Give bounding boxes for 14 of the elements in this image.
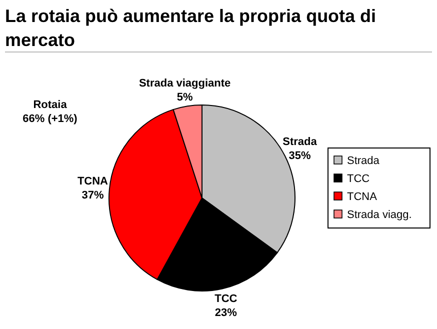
chart-title: La rotaia può aumentare la propria quota di mercato (5, 6, 376, 50)
text: Rotaia 66% (+1%) (22, 99, 78, 125)
legend-label: Strada (347, 155, 380, 167)
slice-label: TCC (214, 293, 238, 306)
text: Strada viaggiante (138, 78, 231, 90)
legend-label: TCC (347, 173, 370, 185)
data-label: 35% (288, 150, 311, 162)
data-label: 5% (176, 92, 193, 104)
slice-label: Strada (282, 136, 318, 148)
slice-label: TCNA (77, 176, 108, 188)
legend-label: Strada viagg. (347, 209, 412, 221)
data-label: 23% (214, 307, 238, 320)
data-label: 37% (82, 190, 104, 202)
legend-label: TCNA (347, 191, 378, 203)
